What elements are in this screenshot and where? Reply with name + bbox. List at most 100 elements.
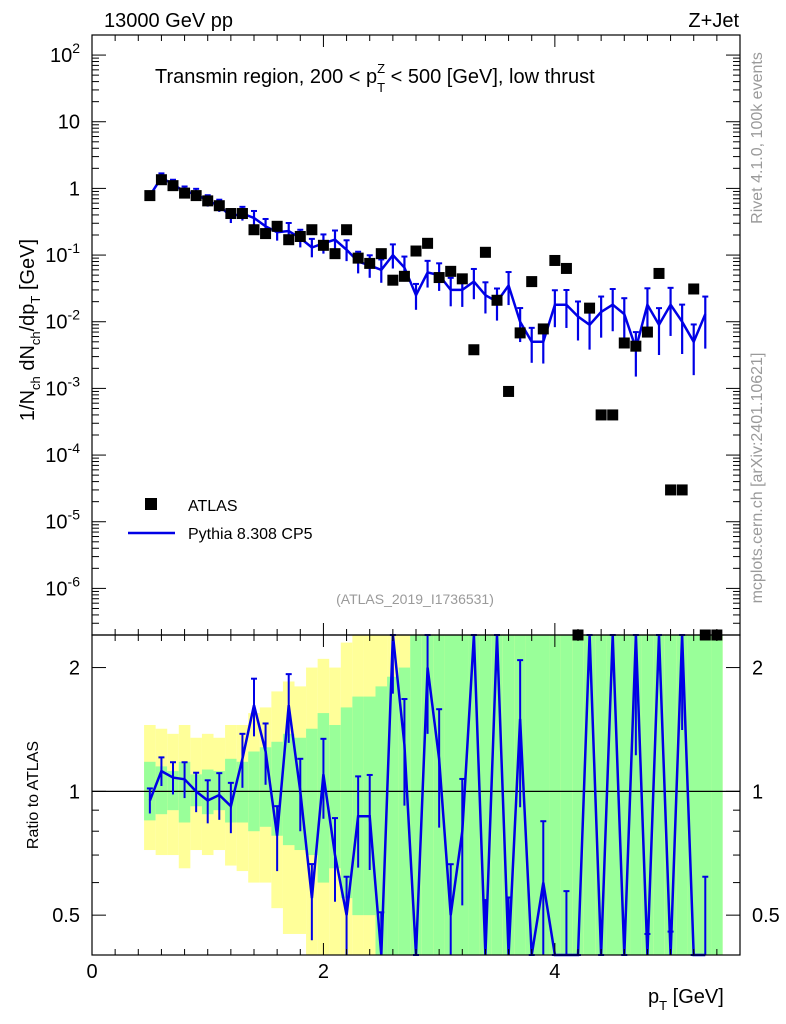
atlas-point — [549, 254, 561, 266]
atlas-point — [329, 248, 341, 260]
atlas-point — [676, 484, 688, 496]
band-inner — [641, 635, 654, 955]
y-tick-label: 1 — [69, 178, 80, 200]
atlas-point — [468, 344, 480, 356]
legend-label-atlas: ATLAS — [188, 498, 238, 515]
band-inner — [687, 635, 700, 955]
y-tick-label: 10-2 — [45, 307, 80, 334]
atlas-point — [514, 327, 526, 339]
atlas-point — [445, 265, 457, 277]
band-inner — [410, 635, 422, 955]
energy-label: 13000 GeV pp — [104, 10, 233, 32]
y-tick-label: 10-6 — [45, 573, 80, 600]
y-tick-label: 10-3 — [45, 373, 80, 400]
ratio-y-tick-label-right: 0.5 — [752, 905, 780, 927]
svg-text:1/Nch dNch/dpT [GeV]: 1/Nch dNch/dpT [GeV] — [17, 239, 43, 421]
atlas-point — [537, 323, 549, 335]
band-inner — [259, 747, 272, 827]
atlas-point — [283, 234, 295, 246]
atlas-point — [352, 252, 364, 264]
band-inner — [491, 635, 503, 955]
atlas-point — [433, 272, 445, 284]
atlas-point — [503, 385, 515, 397]
band-inner — [282, 733, 295, 846]
atlas-point — [167, 180, 179, 192]
axes: 0 2 4 10-6 10-5 10-4 10-3 10-2 10-1 1 10 102 0.5 0.5 1… — [45, 34, 780, 983]
atlas-point — [618, 337, 630, 349]
atlas-point — [653, 267, 665, 279]
y-tick-label: 10-4 — [45, 440, 80, 467]
band-inner — [468, 635, 480, 955]
x-tick-label: 2 — [318, 961, 329, 983]
band-inner — [618, 635, 631, 955]
atlas-point — [317, 239, 329, 251]
band-inner — [479, 635, 492, 955]
atlas-point — [225, 208, 237, 220]
atlas-point — [398, 270, 410, 282]
band-inner — [444, 635, 457, 955]
atlas-point — [213, 200, 225, 212]
band-inner — [699, 635, 712, 955]
title-prefix: Transmin region, 200 < p — [155, 66, 377, 88]
band-inner — [271, 741, 283, 836]
atlas-point — [306, 224, 318, 236]
ratio-y-tick-label-right: 2 — [752, 658, 763, 680]
y-tick-label: 102 — [50, 40, 80, 67]
atlas-point — [202, 195, 214, 207]
ratio-ylabel: Ratio to ATLAS — [25, 741, 42, 849]
atlas-point — [155, 174, 167, 186]
atlas-point — [190, 190, 202, 202]
ratio-y-tick-label: 2 — [69, 658, 80, 680]
ratio-y-tick-label-right: 1 — [752, 781, 763, 803]
atlas-point — [364, 257, 376, 269]
x-tick-label: 4 — [549, 961, 560, 983]
main-title: Transmin region, 200 < pTZ < 500 [GeV], … — [155, 61, 595, 95]
band-inner — [329, 724, 341, 869]
atlas-point — [144, 190, 156, 202]
x-tick-label: 0 — [86, 961, 97, 983]
band-inner — [583, 635, 596, 955]
title-sub: T — [377, 80, 385, 95]
band-inner — [676, 635, 688, 955]
xlabel: pT [GeV] — [648, 986, 724, 1013]
band-inner — [711, 635, 723, 955]
atlas-point — [688, 283, 700, 295]
atlas-point — [526, 276, 538, 288]
atlas-point — [595, 409, 607, 421]
band-inner — [502, 635, 515, 955]
atlas-point — [479, 246, 491, 258]
atlas-point — [641, 326, 653, 338]
main-ylabel: 1/Nch dNch/dpT [GeV] — [17, 239, 43, 421]
atlas-point — [607, 409, 619, 421]
main-plot-marks — [144, 172, 723, 641]
legend-label-mc: Pythia 8.308 CP5 — [188, 526, 313, 543]
band-inner — [560, 635, 573, 955]
atlas-point — [248, 224, 260, 236]
band-inner — [387, 676, 399, 955]
band-inner — [606, 635, 619, 955]
band-inner — [653, 635, 665, 955]
band-inner — [421, 635, 434, 955]
title-sup: Z — [377, 61, 385, 76]
band-inner — [664, 635, 677, 955]
atlas-point — [491, 294, 503, 306]
atlas-point — [560, 262, 572, 274]
atlas-point — [630, 340, 642, 352]
atlas-point — [271, 220, 283, 232]
atlas-point — [375, 248, 387, 260]
band-inner — [398, 667, 411, 955]
ratio-y-tick-label: 1 — [69, 781, 80, 803]
analysis-annotation: (ATLAS_2019_I1736531) — [336, 591, 494, 607]
band-inner — [340, 707, 353, 899]
atlas-point — [236, 208, 248, 220]
band-inner — [549, 635, 561, 955]
atlas-point — [260, 228, 272, 240]
process-label: Z+Jet — [688, 10, 739, 32]
band-inner — [595, 635, 607, 955]
band-inner — [525, 635, 538, 955]
band-inner — [375, 686, 388, 955]
atlas-point — [422, 237, 434, 249]
title-suffix: < 500 [GeV], low thrust — [385, 66, 595, 88]
y-tick-label: 10-1 — [45, 240, 80, 267]
